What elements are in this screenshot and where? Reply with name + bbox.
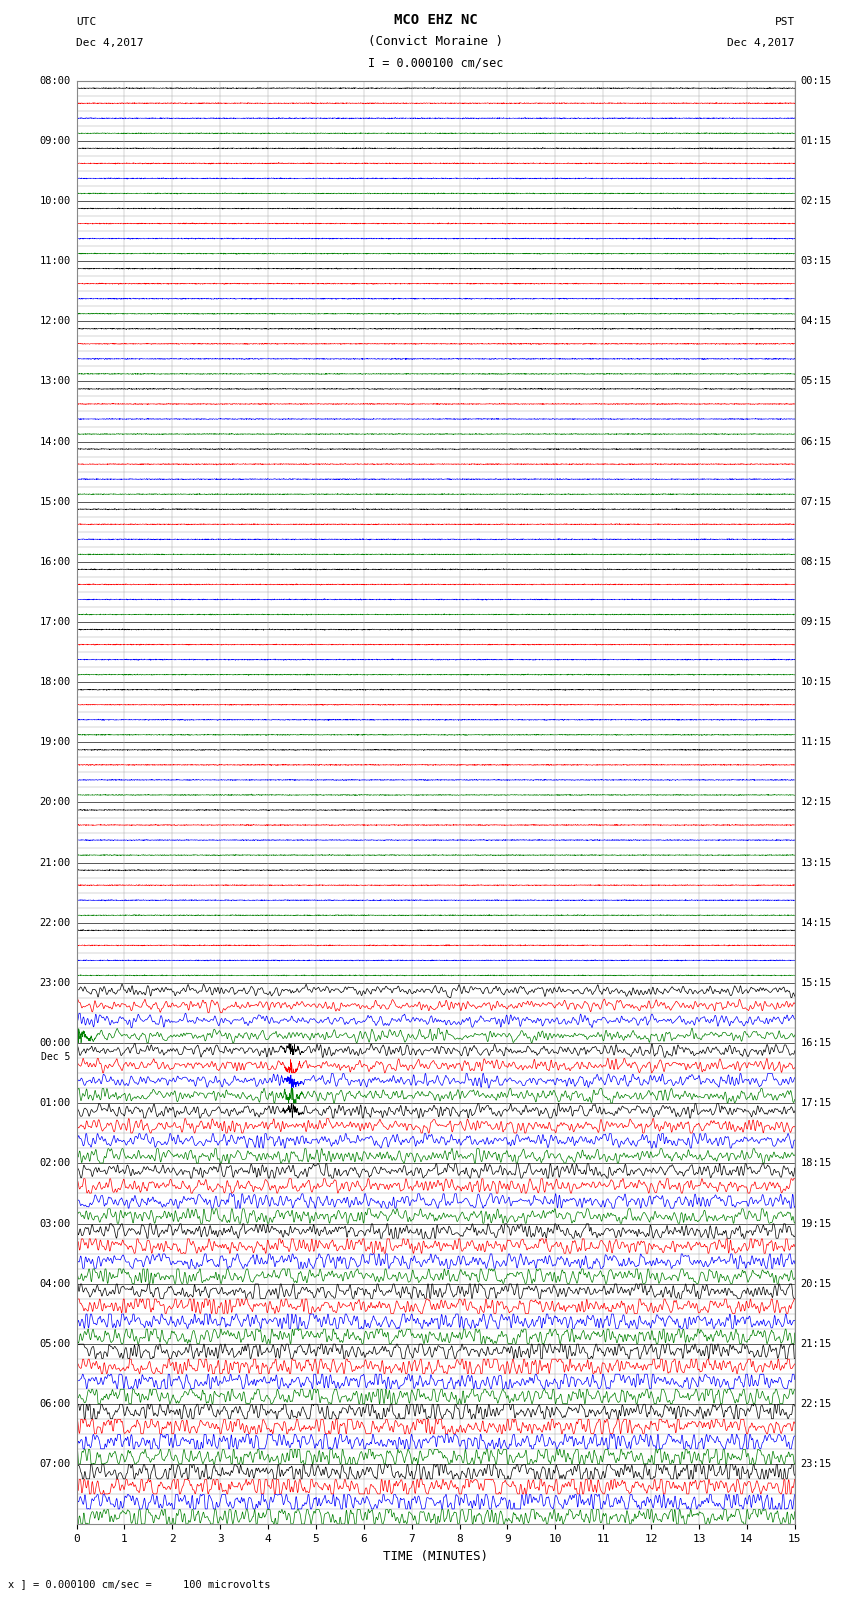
- Text: 19:00: 19:00: [39, 737, 71, 747]
- Text: 14:00: 14:00: [39, 437, 71, 447]
- Text: x ] = 0.000100 cm/sec =     100 microvolts: x ] = 0.000100 cm/sec = 100 microvolts: [8, 1579, 271, 1589]
- Text: 10:15: 10:15: [801, 677, 832, 687]
- Text: 05:15: 05:15: [801, 376, 832, 387]
- Text: UTC: UTC: [76, 18, 97, 27]
- Text: 17:15: 17:15: [801, 1098, 832, 1108]
- Text: 16:00: 16:00: [39, 556, 71, 566]
- Text: Dec 5: Dec 5: [42, 1052, 71, 1061]
- Text: 22:00: 22:00: [39, 918, 71, 927]
- Text: 18:00: 18:00: [39, 677, 71, 687]
- Text: 11:00: 11:00: [39, 256, 71, 266]
- Text: PST: PST: [774, 18, 795, 27]
- Text: 09:15: 09:15: [801, 618, 832, 627]
- Text: (Convict Moraine ): (Convict Moraine ): [368, 35, 503, 48]
- Text: 16:15: 16:15: [801, 1039, 832, 1048]
- Text: MCO EHZ NC: MCO EHZ NC: [394, 13, 478, 27]
- Text: 05:00: 05:00: [39, 1339, 71, 1348]
- Text: 08:15: 08:15: [801, 556, 832, 566]
- Text: 12:00: 12:00: [39, 316, 71, 326]
- Text: 01:00: 01:00: [39, 1098, 71, 1108]
- Text: Dec 4,2017: Dec 4,2017: [728, 39, 795, 48]
- Text: 21:00: 21:00: [39, 858, 71, 868]
- Text: 11:15: 11:15: [801, 737, 832, 747]
- Text: 23:00: 23:00: [39, 977, 71, 987]
- Text: 10:00: 10:00: [39, 195, 71, 206]
- Text: 08:00: 08:00: [39, 76, 71, 85]
- Text: 13:00: 13:00: [39, 376, 71, 387]
- Text: 22:15: 22:15: [801, 1398, 832, 1410]
- Text: I = 0.000100 cm/sec: I = 0.000100 cm/sec: [368, 56, 503, 69]
- Text: 02:15: 02:15: [801, 195, 832, 206]
- Text: 23:15: 23:15: [801, 1460, 832, 1469]
- Text: 12:15: 12:15: [801, 797, 832, 808]
- Text: 03:00: 03:00: [39, 1218, 71, 1229]
- Text: 03:15: 03:15: [801, 256, 832, 266]
- Text: 06:15: 06:15: [801, 437, 832, 447]
- Text: 17:00: 17:00: [39, 618, 71, 627]
- Text: 00:15: 00:15: [801, 76, 832, 85]
- Text: 14:15: 14:15: [801, 918, 832, 927]
- Text: 07:00: 07:00: [39, 1460, 71, 1469]
- Text: 20:00: 20:00: [39, 797, 71, 808]
- Text: Dec 4,2017: Dec 4,2017: [76, 39, 144, 48]
- Text: 15:15: 15:15: [801, 977, 832, 987]
- Text: 19:15: 19:15: [801, 1218, 832, 1229]
- Text: 20:15: 20:15: [801, 1279, 832, 1289]
- Text: 15:00: 15:00: [39, 497, 71, 506]
- Text: 09:00: 09:00: [39, 135, 71, 145]
- Text: 06:00: 06:00: [39, 1398, 71, 1410]
- Text: 07:15: 07:15: [801, 497, 832, 506]
- Text: 18:15: 18:15: [801, 1158, 832, 1168]
- Text: 04:00: 04:00: [39, 1279, 71, 1289]
- Text: 02:00: 02:00: [39, 1158, 71, 1168]
- Text: 21:15: 21:15: [801, 1339, 832, 1348]
- Text: 01:15: 01:15: [801, 135, 832, 145]
- Text: 13:15: 13:15: [801, 858, 832, 868]
- Text: 04:15: 04:15: [801, 316, 832, 326]
- Text: 00:00: 00:00: [39, 1039, 71, 1048]
- X-axis label: TIME (MINUTES): TIME (MINUTES): [383, 1550, 488, 1563]
